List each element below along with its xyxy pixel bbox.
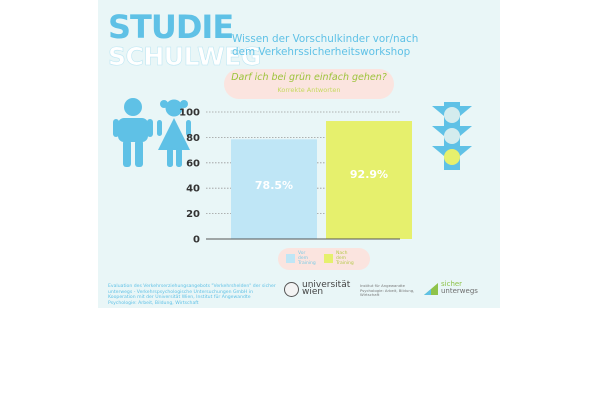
university-name: universität wien (302, 280, 354, 297)
bar-value-label: 92.9% (350, 168, 388, 181)
logo-studie: STUDIE (108, 8, 234, 46)
y-tick-label: 80 (186, 133, 200, 144)
boy-icon (113, 98, 153, 167)
bar-value-labels: 78.5% 92.9% (255, 168, 388, 192)
headline-line-1: Wissen der Vorschulkinder vor/nach (232, 33, 419, 45)
traffic-light-icon (432, 102, 472, 170)
question-text: Darf ich bei grün einfach gehen? (231, 72, 387, 83)
university-seal-icon (284, 282, 299, 297)
headline-line-2: dem Verkehrssicherheitsworkshop (232, 46, 411, 58)
y-tick-label: 20 (186, 209, 200, 220)
girl-icon (157, 99, 191, 167)
partner-line-1: sicher (441, 280, 463, 288)
university-institute: Institut für Angewandte Psychologie: Arb… (360, 283, 415, 298)
legend-entry: Nach dem Training (324, 251, 354, 266)
bar-value-label: 78.5% (255, 179, 293, 192)
legend-swatch (324, 254, 333, 263)
bar-2 (326, 121, 412, 239)
footer-evaluation-note: Evaluation des Verkehrserziehungsangebot… (108, 284, 276, 306)
legend-label: Nach dem Training (336, 251, 354, 266)
y-tick-label: 60 (186, 158, 200, 169)
partner-line-2: unterwegs (441, 287, 478, 295)
bar-1 (231, 139, 317, 239)
headline: Wissen der Vorschulkinder vor/nach dem V… (232, 33, 492, 59)
question-subtitle: Korrekte Antworten (277, 86, 341, 94)
y-tick-label: 0 (193, 235, 200, 246)
children-icons (113, 98, 191, 167)
bars (231, 121, 412, 239)
university-name-line-1: universität (302, 280, 351, 290)
legend-swatch (286, 254, 295, 263)
bar-chart: 0 20 40 60 80 100 78.5% 92.9% (113, 98, 472, 246)
partner-logo-text: sicher unterwegs (441, 281, 481, 295)
logo-schulweg: SCHULWEG (108, 42, 262, 71)
y-axis-ticks: 0 20 40 60 80 100 (179, 108, 200, 246)
legend-label: Vor dem Training (298, 251, 316, 266)
poster: STUDIE SCHULWEG Wissen der Vorschulkinde… (98, 0, 500, 308)
y-tick-label: 100 (179, 108, 200, 119)
question-pill (224, 69, 394, 99)
university-name-line-2: wien (302, 287, 324, 297)
sicher-unterwegs-logo-icon (424, 283, 438, 295)
legend-entry: Vor dem Training (286, 251, 316, 266)
y-tick-label: 40 (186, 184, 200, 195)
